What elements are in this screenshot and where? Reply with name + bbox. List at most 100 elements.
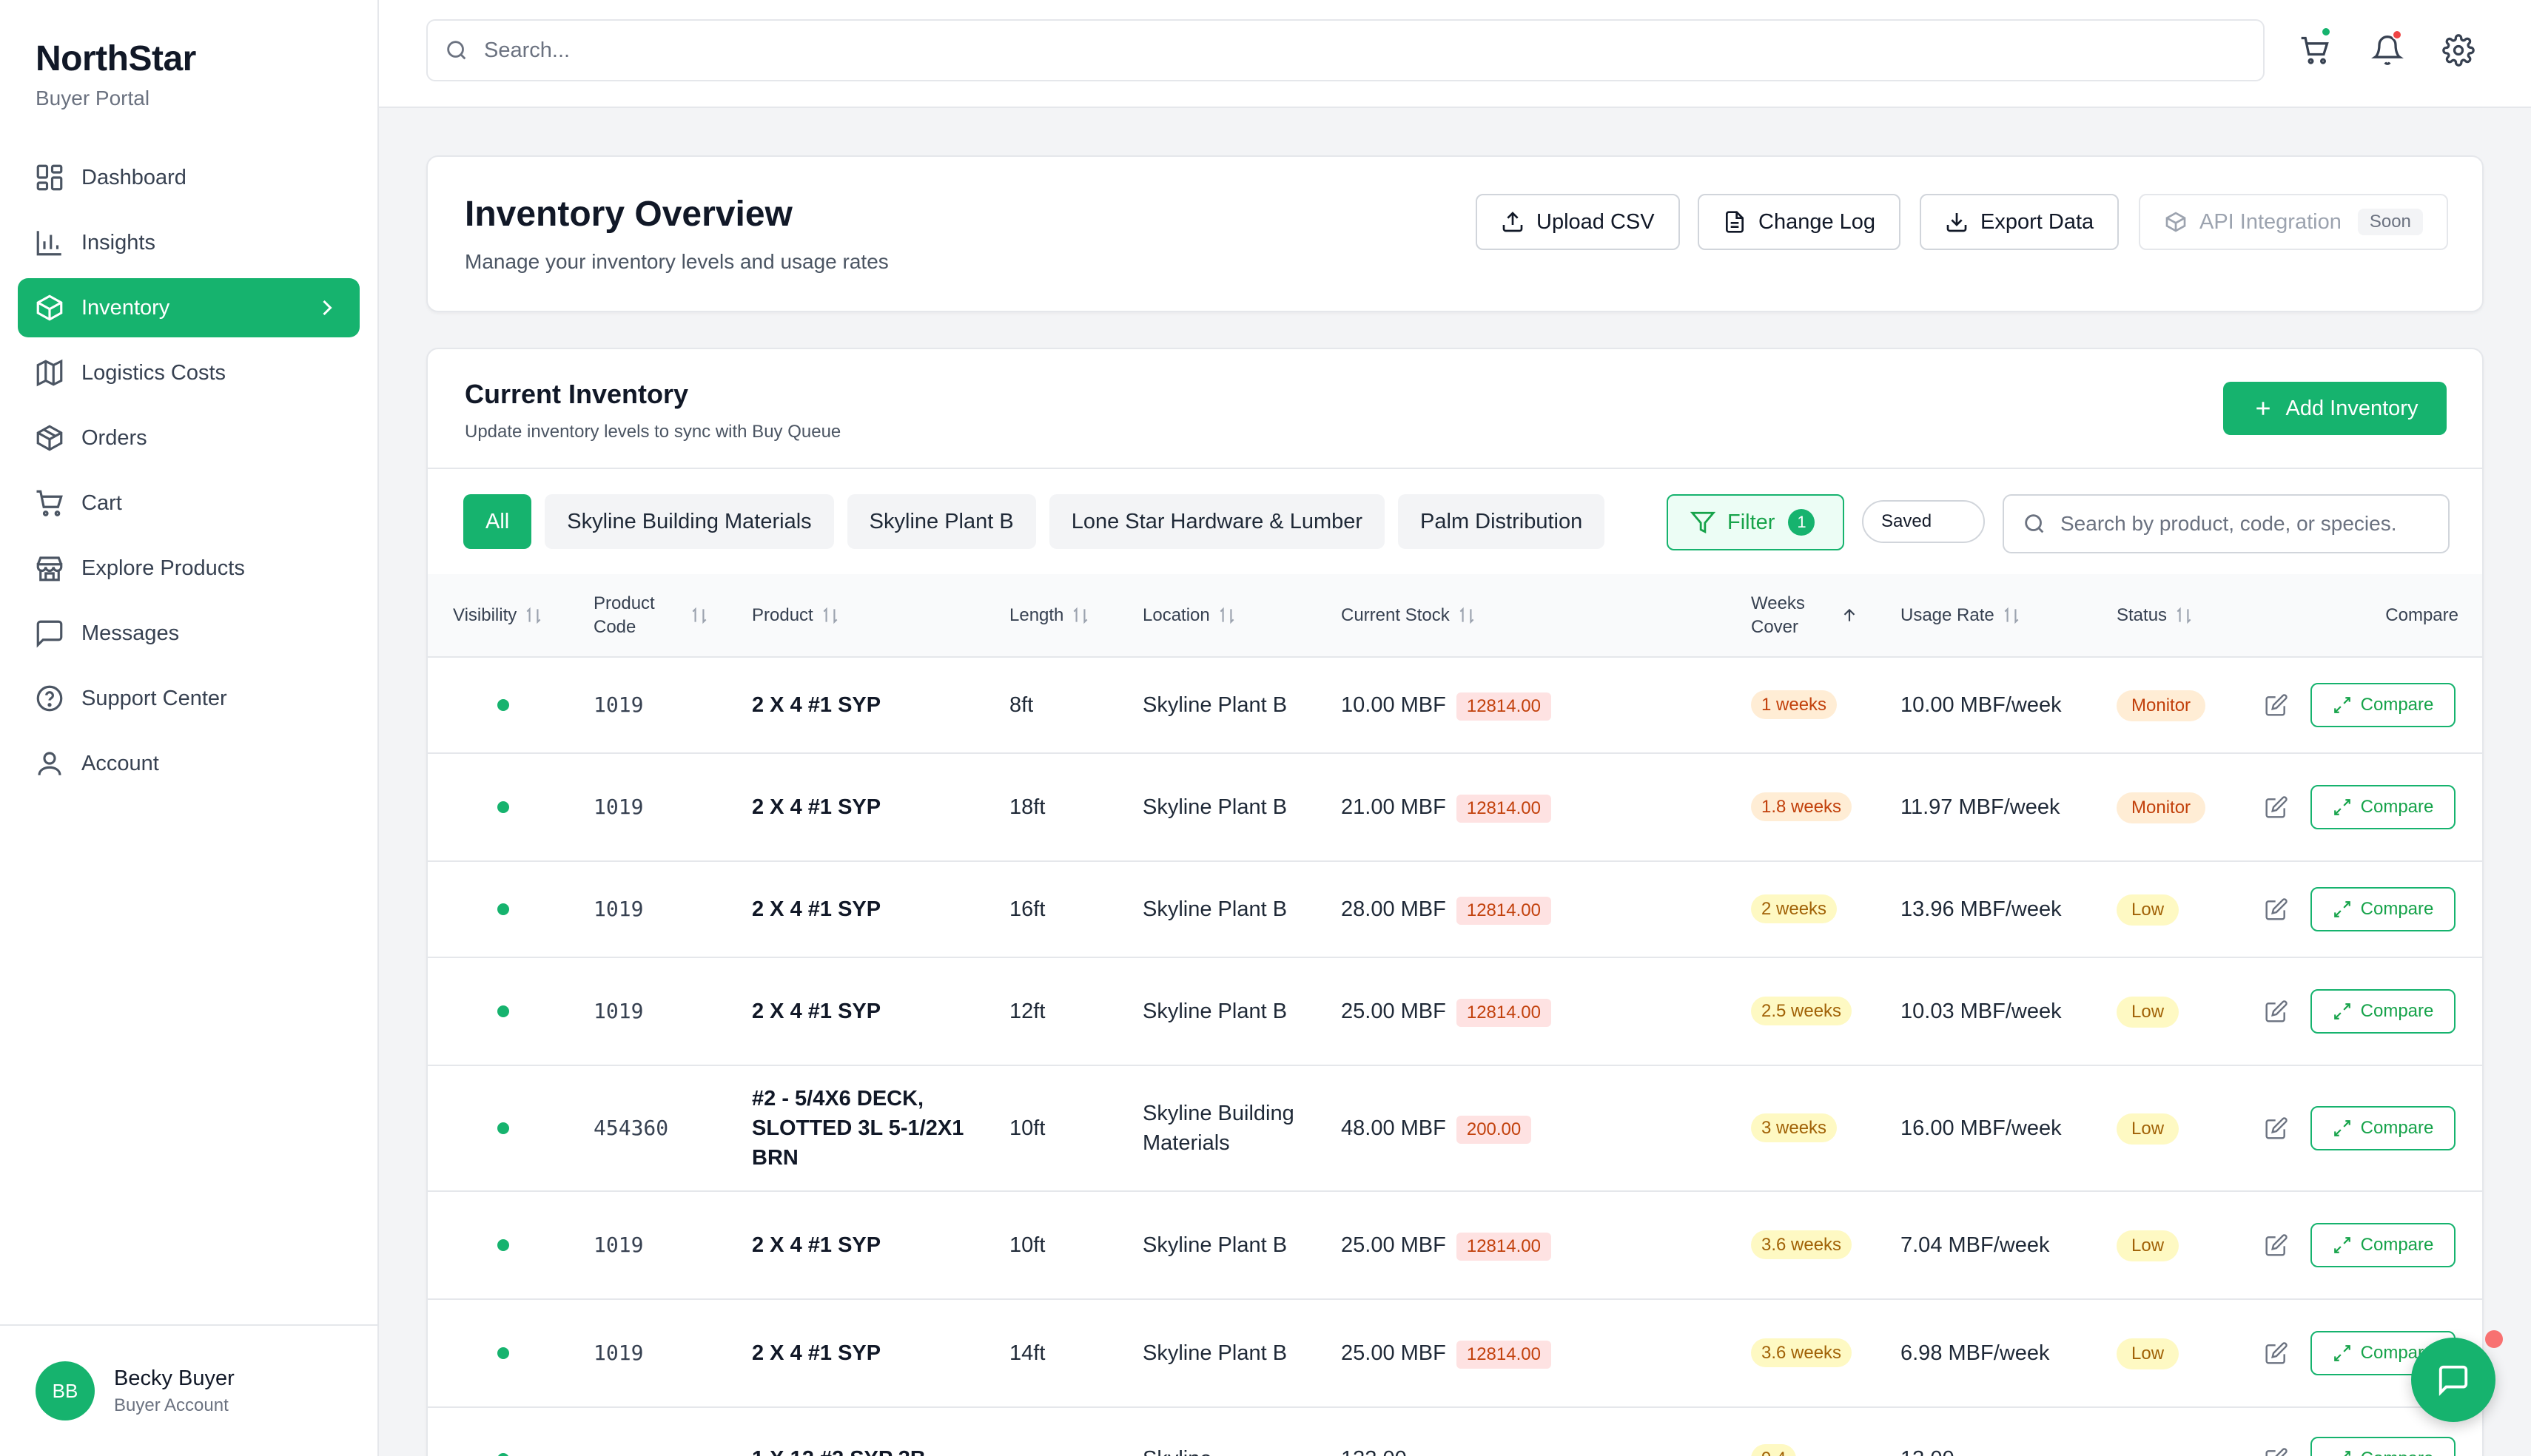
help-icon [36, 685, 63, 712]
chip-palm-distribution[interactable]: Palm Distribution [1398, 494, 1605, 549]
edit-icon[interactable] [2265, 1233, 2288, 1257]
compare-button[interactable]: Compare [2310, 1106, 2456, 1150]
chip-all[interactable]: All [463, 494, 532, 549]
user-profile[interactable]: BB Becky Buyer Buyer Account [0, 1324, 377, 1456]
edit-icon[interactable] [2265, 795, 2288, 819]
edit-icon[interactable] [2265, 1000, 2288, 1023]
current-stock: 132.00 [1341, 1447, 1407, 1456]
col-location[interactable]: Location [1117, 574, 1316, 657]
product-name: 2 X 4 #1 SYP [752, 1233, 881, 1257]
filter-count-badge: 1 [1788, 509, 1815, 536]
visibility-cell[interactable] [428, 1299, 568, 1407]
visibility-cell[interactable] [428, 861, 568, 957]
inventory-table: Visibility Product Code Product Length L… [428, 574, 2482, 1456]
saved-filters-select[interactable]: Saved [1862, 500, 1985, 543]
compare-button[interactable]: Compare [2310, 989, 2456, 1034]
col-length[interactable]: Length [984, 574, 1117, 657]
filter-button[interactable]: Filter 1 [1667, 494, 1844, 550]
compare-button[interactable]: Compare [2310, 1437, 2456, 1456]
sidebar-item-orders[interactable]: Orders [18, 408, 360, 468]
status-cell: Low [2091, 1299, 2239, 1407]
export-data-button[interactable]: Export Data [1920, 194, 2120, 250]
visibility-cell[interactable] [428, 753, 568, 861]
sidebar-item-cart[interactable]: Cart [18, 473, 360, 533]
compare-button[interactable]: Compare [2310, 887, 2456, 931]
col-usage-rate[interactable]: Usage Rate [1875, 574, 2091, 657]
sidebar-nav: Dashboard Insights Inventory Logistics C… [18, 148, 360, 799]
chip-lone-star-hardware[interactable]: Lone Star Hardware & Lumber [1049, 494, 1385, 549]
visibility-indicator[interactable] [497, 801, 509, 813]
product-code: 454360 [594, 1116, 669, 1140]
compare-button[interactable]: Compare [2310, 683, 2456, 727]
col-weeks-cover[interactable]: Weeks Cover [1726, 574, 1875, 657]
visibility-cell[interactable] [428, 957, 568, 1065]
global-search-input[interactable] [484, 38, 2186, 63]
visibility-cell[interactable] [428, 1407, 568, 1456]
visibility-cell[interactable] [428, 1191, 568, 1299]
sidebar-item-label: Logistics Costs [81, 360, 226, 385]
cart-button[interactable] [2299, 27, 2331, 67]
col-product[interactable]: Product [727, 574, 984, 657]
visibility-indicator[interactable] [497, 903, 509, 915]
sidebar-item-inventory[interactable]: Inventory [18, 278, 360, 337]
product-code: 1019 [594, 1233, 644, 1257]
visibility-indicator[interactable] [497, 1122, 509, 1134]
visibility-indicator[interactable] [497, 1239, 509, 1251]
compare-button[interactable]: Compare [2310, 785, 2456, 829]
weeks-cover-badge: 1.8 weeks [1751, 792, 1852, 821]
visibility-indicator[interactable] [497, 1453, 509, 1456]
visibility-indicator[interactable] [497, 1005, 509, 1017]
col-status[interactable]: Status [2091, 574, 2239, 657]
edit-icon[interactable] [2265, 1447, 2288, 1456]
compare-label: Compare [2361, 1444, 2434, 1456]
divider [428, 468, 2482, 469]
chat-button[interactable] [2411, 1338, 2495, 1422]
col-product-code[interactable]: Product Code [568, 574, 727, 657]
visibility-cell[interactable] [428, 657, 568, 753]
edit-icon[interactable] [2265, 693, 2288, 717]
sidebar-item-messages[interactable]: Messages [18, 604, 360, 663]
current-stock-cell: 25.00 MBF 12814.00 [1316, 1299, 1726, 1407]
sort-icon [1459, 607, 1474, 624]
sidebar-item-insights[interactable]: Insights [18, 213, 360, 272]
edit-icon[interactable] [2265, 897, 2288, 921]
plus-icon [2256, 402, 2270, 415]
table-row: 1019 2 X 4 #1 SYP 16ft Skyline Plant B 28.00… [428, 861, 2482, 957]
sidebar-item-logistics-costs[interactable]: Logistics Costs [18, 343, 360, 402]
upload-csv-button[interactable]: Upload CSV [1476, 194, 1680, 250]
sidebar-item-label: Insights [81, 230, 155, 255]
visibility-indicator[interactable] [497, 1347, 509, 1359]
visibility-indicator[interactable] [497, 699, 509, 711]
length [984, 1407, 1117, 1456]
length: 8ft [1009, 693, 1034, 717]
settings-button[interactable] [2442, 34, 2475, 67]
sort-icon [1220, 607, 1234, 624]
sidebar-item-support-center[interactable]: Support Center [18, 669, 360, 728]
chip-skyline-plant-b[interactable]: Skyline Plant B [847, 494, 1036, 549]
col-visibility[interactable]: Visibility [428, 574, 568, 657]
actions-cell: Compare [2239, 957, 2482, 1065]
col-current-stock[interactable]: Current Stock [1316, 574, 1726, 657]
compare-icon [2333, 1237, 2350, 1253]
compare-button[interactable]: Compare [2310, 1223, 2456, 1267]
current-stock: 25.00 MBF [1341, 1233, 1446, 1257]
sidebar-item-dashboard[interactable]: Dashboard [18, 148, 360, 207]
sidebar-item-explore-products[interactable]: Explore Products [18, 539, 360, 598]
add-inventory-button[interactable]: Add Inventory [2223, 382, 2447, 435]
edit-icon[interactable] [2265, 1341, 2288, 1365]
change-log-label: Change Log [1758, 209, 1876, 234]
notifications-button[interactable] [2371, 30, 2404, 67]
inventory-search[interactable] [2003, 494, 2450, 553]
sort-icon [692, 607, 707, 624]
table-row: 1019 2 X 4 #1 SYP 18ft Skyline Plant B 21.00… [428, 753, 2482, 861]
sidebar-item-account[interactable]: Account [18, 734, 360, 793]
location-filter-chips: All Skyline Building Materials Skyline P… [463, 494, 1618, 549]
inventory-search-input[interactable] [2060, 512, 2445, 536]
global-search[interactable] [426, 19, 2265, 81]
message-icon [36, 620, 63, 648]
change-log-button[interactable]: Change Log [1698, 194, 1901, 250]
visibility-cell[interactable] [428, 1065, 568, 1191]
weeks-cover-badge: 3.6 weeks [1751, 1338, 1852, 1367]
edit-icon[interactable] [2265, 1116, 2288, 1140]
chip-skyline-building-materials[interactable]: Skyline Building Materials [545, 494, 834, 549]
